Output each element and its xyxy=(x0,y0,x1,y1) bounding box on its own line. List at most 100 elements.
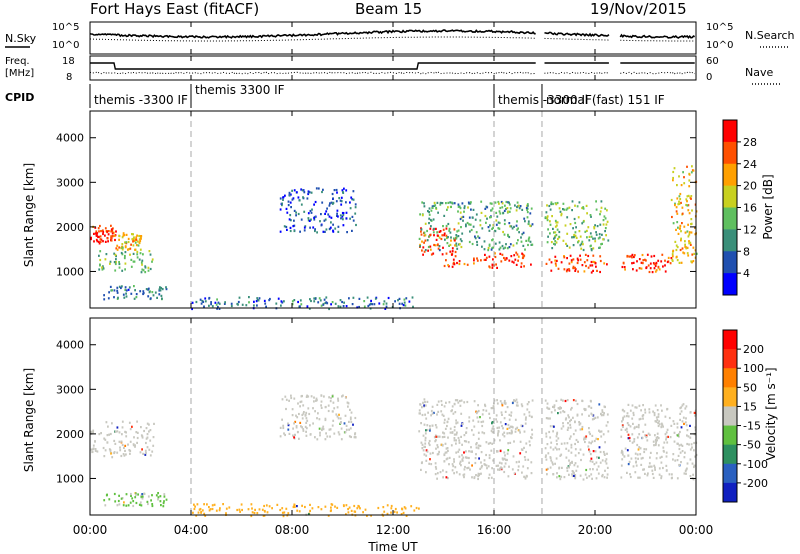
scatter-cell xyxy=(574,475,577,478)
scatter-cell xyxy=(623,415,626,418)
data-gap xyxy=(610,111,621,308)
scatter-cell xyxy=(625,427,628,430)
scatter-cell xyxy=(121,236,124,239)
scatter-cell xyxy=(285,407,287,411)
scatter-cell xyxy=(552,430,554,433)
scatter-cell xyxy=(107,240,109,243)
scatter-cell xyxy=(494,230,497,233)
scatter-cell xyxy=(477,447,480,450)
scatter-cell xyxy=(583,436,586,439)
scatter-cell xyxy=(455,471,458,474)
scatter-cell xyxy=(691,446,693,449)
scatter-cell xyxy=(124,262,127,265)
scatter-cell xyxy=(508,201,510,204)
scatter-cell xyxy=(574,421,576,424)
scatter-cell xyxy=(513,225,515,228)
scatter-cell xyxy=(579,244,582,247)
scatter-cell xyxy=(155,494,158,497)
scatter-cell xyxy=(475,474,477,477)
scatter-cell xyxy=(320,394,323,397)
scatter-cell xyxy=(596,456,598,459)
scatter-cell xyxy=(443,214,446,217)
scatter-cell xyxy=(429,227,432,230)
nave-series xyxy=(89,71,696,75)
scatter-cell xyxy=(297,430,299,434)
scatter-cell xyxy=(509,225,511,228)
scatter-cell xyxy=(418,430,421,433)
scatter-cell xyxy=(442,414,445,417)
scatter-cell xyxy=(481,245,483,248)
scatter-cell xyxy=(428,207,431,210)
scatter-cell xyxy=(258,297,261,300)
scatter-cell xyxy=(394,507,397,511)
scatter-cell xyxy=(593,226,596,229)
scatter-cell xyxy=(456,431,458,434)
scatter-cell xyxy=(620,464,623,467)
y-tick-label: 3000 xyxy=(56,383,84,396)
scatter-cell xyxy=(472,225,475,228)
scatter-cell xyxy=(523,217,526,220)
scatter-cell xyxy=(633,438,636,441)
scatter-cell xyxy=(93,240,95,243)
scatter-cell xyxy=(193,507,196,511)
scatter-cell xyxy=(313,297,316,300)
scatter-cell xyxy=(592,260,595,263)
scatter-cell xyxy=(499,449,502,453)
scatter-cell xyxy=(444,442,447,445)
scatter-cell xyxy=(415,506,418,510)
scatter-cell xyxy=(340,427,343,430)
scatter-cell xyxy=(673,422,676,425)
scatter-cell xyxy=(138,241,141,244)
scatter-cell xyxy=(516,201,519,204)
scatter-cell xyxy=(475,442,478,445)
scatter-cell xyxy=(112,231,115,234)
scatter-cell xyxy=(297,300,299,304)
scatter-cell xyxy=(471,242,474,246)
scatter-cell xyxy=(652,440,655,443)
scatter-cell xyxy=(134,248,136,251)
scatter-cell xyxy=(554,219,557,222)
scatter-cell xyxy=(453,261,455,264)
scatter-cell xyxy=(515,398,518,401)
scatter-cell xyxy=(291,198,294,201)
scatter-cell xyxy=(693,464,696,467)
scatter-cell xyxy=(583,407,586,411)
scatter-cell xyxy=(637,426,640,429)
scatter-cell xyxy=(437,435,439,438)
scatter-cell xyxy=(435,435,438,438)
scatter-cell xyxy=(694,414,696,417)
scatter-cell xyxy=(210,301,212,304)
scatter-cell xyxy=(526,408,529,411)
scatter-cell xyxy=(477,431,480,434)
scatter-cell xyxy=(661,409,663,412)
colorbar-block xyxy=(723,387,737,407)
scatter-cell xyxy=(148,448,151,451)
scatter-cell xyxy=(455,422,458,425)
scatter-cell xyxy=(517,469,520,472)
scatter-cell xyxy=(460,399,463,402)
y-tick-label: 2000 xyxy=(56,428,84,441)
scatter-cell xyxy=(595,461,598,464)
scatter-cell xyxy=(678,447,681,451)
scatter-cell xyxy=(430,253,433,256)
scatter-cell xyxy=(458,441,461,444)
scatter-cell xyxy=(321,428,323,432)
scatter-cell xyxy=(466,456,468,459)
scatter-cell xyxy=(304,505,306,509)
scatter-cell xyxy=(550,241,553,244)
scatter-cell xyxy=(636,436,639,439)
scatter-cell xyxy=(319,431,321,434)
scatter-cell xyxy=(466,263,469,266)
x-tick-label: 04:00 xyxy=(174,523,209,537)
scatter-cell xyxy=(367,304,370,308)
scatter-cell xyxy=(293,436,295,439)
scatter-cell xyxy=(523,456,526,459)
scatter-cell xyxy=(592,237,594,240)
scatter-cell xyxy=(319,220,321,223)
scatter-cell xyxy=(287,422,289,425)
scatter-cell xyxy=(457,229,460,232)
scatter-cell xyxy=(338,413,340,416)
scatter-cell xyxy=(598,403,601,406)
scatter-cell xyxy=(99,235,102,238)
scatter-cell xyxy=(450,236,452,239)
